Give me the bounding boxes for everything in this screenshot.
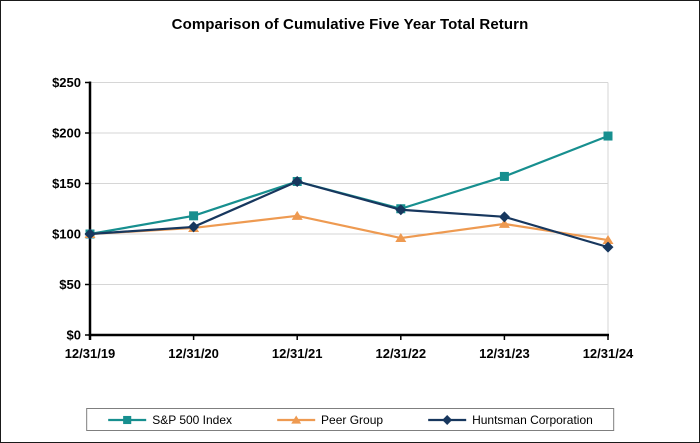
diamond-marker bbox=[602, 241, 614, 253]
x-tick-label: 12/31/24 bbox=[583, 346, 634, 361]
legend-label-huntsman: Huntsman Corporation bbox=[472, 412, 593, 427]
x-tick-label: 12/31/22 bbox=[375, 346, 426, 361]
triangle-marker bbox=[395, 233, 407, 243]
diamond-marker bbox=[498, 211, 510, 223]
square-marker bbox=[499, 171, 509, 181]
triangle-marker bbox=[291, 210, 303, 220]
x-tick-label: 12/31/23 bbox=[479, 346, 530, 361]
y-tick-label: $150 bbox=[52, 176, 81, 191]
line-chart: $0 $50 $100 $150 $200 $250 12/31/19 12/31/20 12/… bbox=[52, 75, 634, 361]
x-tick-label: 12/31/20 bbox=[168, 346, 219, 361]
triangle-marker bbox=[291, 415, 301, 424]
legend-item-huntsman: Huntsman Corporation bbox=[427, 413, 593, 427]
y-tick-label: $250 bbox=[52, 75, 81, 90]
triangle-marker bbox=[498, 218, 510, 228]
diamond-marker bbox=[291, 175, 303, 187]
triangle-marker bbox=[602, 235, 614, 245]
y-tick-label: $100 bbox=[52, 227, 81, 242]
orange-triangle-marker-icon bbox=[277, 415, 316, 424]
legend: S&P 500 Index Peer Group Huntsman Corpor… bbox=[86, 408, 614, 431]
y-tick-label: $200 bbox=[52, 126, 81, 141]
y-tick-label: $0 bbox=[67, 328, 81, 343]
diamond-marker bbox=[188, 221, 200, 233]
square-marker bbox=[189, 211, 199, 221]
diamond-marker bbox=[442, 414, 453, 425]
diamond-marker bbox=[395, 204, 407, 216]
diamond-marker bbox=[84, 228, 96, 240]
legend-item-peer-group: Peer Group bbox=[276, 413, 383, 427]
teal-square-marker-icon bbox=[108, 415, 147, 424]
series-line bbox=[89, 135, 609, 236]
legend-label-sp500: S&P 500 Index bbox=[152, 412, 233, 427]
navy-diamond-marker-icon bbox=[428, 414, 467, 425]
square-marker bbox=[603, 131, 613, 141]
y-tick-label: $50 bbox=[59, 277, 81, 292]
legend-item-sp500: S&P 500 Index bbox=[107, 413, 232, 427]
x-tick-label: 12/31/19 bbox=[65, 346, 116, 361]
x-tick-label: 12/31/21 bbox=[272, 346, 323, 361]
series-line bbox=[89, 180, 609, 249]
chart-title: Comparison of Cumulative Five Year Total… bbox=[171, 16, 529, 33]
legend-label-peer-group: Peer Group bbox=[321, 412, 384, 427]
square-marker bbox=[123, 415, 132, 424]
